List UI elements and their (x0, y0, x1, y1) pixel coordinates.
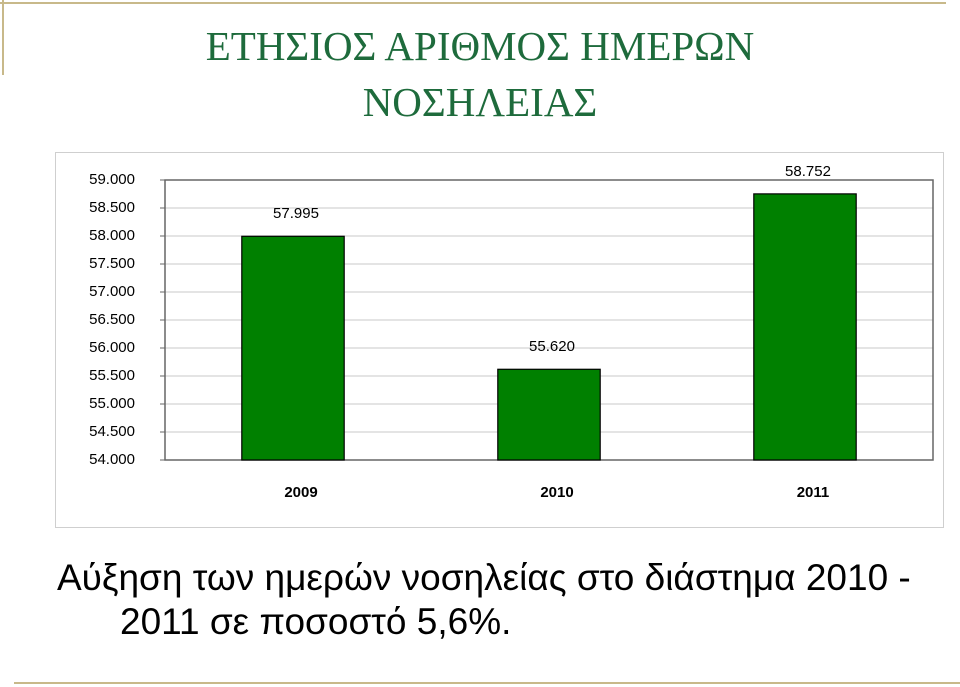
y-tick-label: 57.000 (89, 283, 135, 300)
value-label: 55.620 (529, 338, 575, 355)
bar (497, 368, 601, 461)
x-tick-label: 2009 (284, 484, 317, 501)
y-tick-label: 58.500 (89, 199, 135, 216)
y-tick-label: 56.500 (89, 311, 135, 328)
bar (241, 235, 345, 461)
bar (753, 193, 857, 461)
caption: Αύξηση των ημερών νοσηλείας στο διάστημα… (57, 557, 911, 642)
y-tick-label: 58.000 (89, 227, 135, 244)
y-tick-label: 56.000 (89, 339, 135, 356)
y-tick-label: 55.500 (89, 367, 135, 384)
x-tick-label: 2010 (540, 484, 573, 501)
y-tick-label: 55.000 (89, 395, 135, 412)
chart-title: ΕΤΗΣΙΟΣ ΑΡΙΘΜΟΣ ΗΜΕΡΩΝ ΝΟΣΗΛΕΙΑΣ (205, 23, 755, 125)
value-label: 58.752 (785, 163, 831, 180)
x-tick-label: 2011 (797, 484, 830, 501)
y-tick-label: 54.000 (89, 451, 135, 468)
y-tick-label: 57.500 (89, 255, 135, 272)
value-label: 57.995 (273, 205, 319, 222)
y-tick-label: 54.500 (89, 423, 135, 440)
y-tick-label: 59.000 (89, 171, 135, 188)
